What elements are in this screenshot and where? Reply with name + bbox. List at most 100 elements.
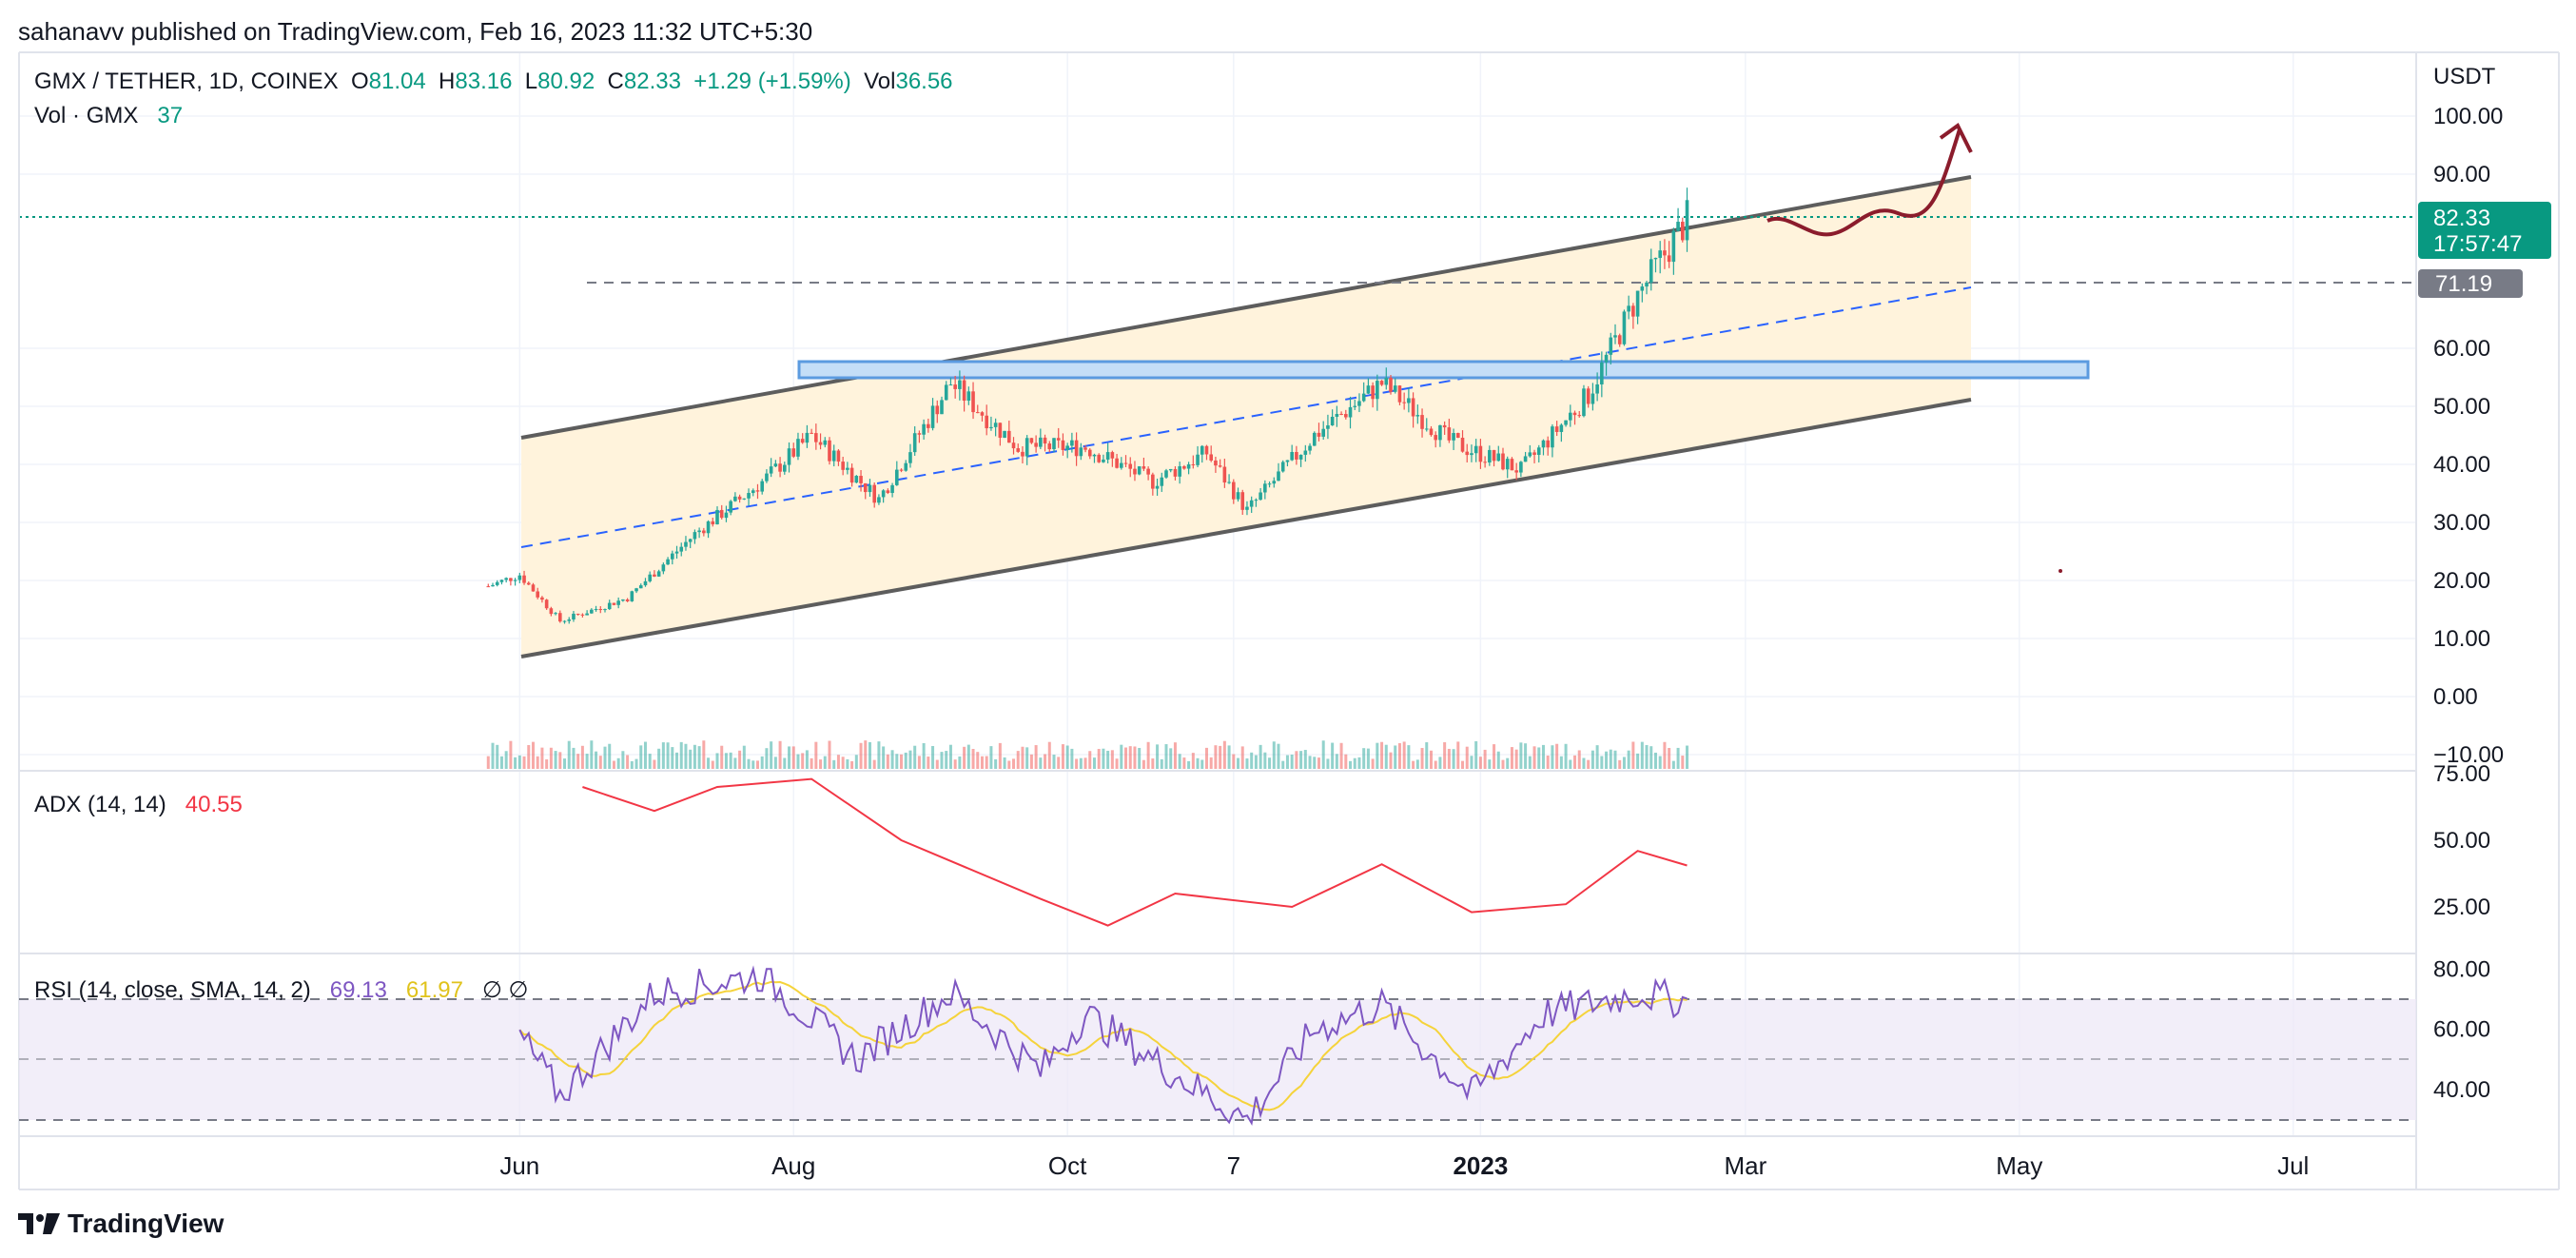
candle-body[interactable] <box>854 476 859 483</box>
candle-body[interactable] <box>1564 420 1568 425</box>
candle-body[interactable] <box>747 493 751 499</box>
candle-body[interactable] <box>935 405 940 415</box>
candle-body[interactable] <box>653 574 656 577</box>
candle-body[interactable] <box>1376 381 1379 400</box>
candle-body[interactable] <box>585 613 589 616</box>
candle-body[interactable] <box>1254 500 1259 501</box>
candle-body[interactable] <box>1160 477 1164 486</box>
candle-body[interactable] <box>1681 222 1685 241</box>
candle-body[interactable] <box>1465 451 1470 456</box>
candle-body[interactable] <box>674 551 679 554</box>
candle-body[interactable] <box>755 490 760 492</box>
candle-body[interactable] <box>1671 230 1676 263</box>
candle-body[interactable] <box>702 530 706 534</box>
candle-body[interactable] <box>1312 432 1317 446</box>
candle-body[interactable] <box>1029 438 1034 443</box>
candle-body[interactable] <box>491 584 495 587</box>
candle-body[interactable] <box>1478 445 1483 462</box>
candle-body[interactable] <box>783 464 787 472</box>
support-zone[interactable] <box>797 360 2090 380</box>
candle-body[interactable] <box>1649 259 1653 283</box>
candle-body[interactable] <box>927 423 930 428</box>
candle-body[interactable] <box>1384 377 1389 385</box>
candle-body[interactable] <box>1505 459 1510 470</box>
candle-body[interactable] <box>625 599 630 601</box>
candle-body[interactable] <box>598 609 603 611</box>
candle-body[interactable] <box>814 433 818 442</box>
candle-body[interactable] <box>1429 428 1434 436</box>
candle-body[interactable] <box>958 380 962 389</box>
candle-body[interactable] <box>1653 257 1658 260</box>
candle-body[interactable] <box>1519 462 1523 473</box>
candle-body[interactable] <box>486 586 491 588</box>
candle-body[interactable] <box>1434 435 1437 441</box>
adx-label[interactable]: ADX (14, 14) <box>34 792 166 817</box>
candle-body[interactable] <box>1609 337 1613 355</box>
candle-body[interactable] <box>1344 414 1348 418</box>
candle-body[interactable] <box>693 532 697 540</box>
candle-body[interactable] <box>1007 430 1011 443</box>
adx-line[interactable] <box>582 777 1688 927</box>
candle-body[interactable] <box>868 484 872 493</box>
candle-body[interactable] <box>944 384 948 401</box>
candle-body[interactable] <box>567 619 572 621</box>
candle-body[interactable] <box>751 490 755 494</box>
candle-body[interactable] <box>536 591 539 598</box>
candle-body[interactable] <box>1586 388 1590 404</box>
candle-body[interactable] <box>1335 413 1339 417</box>
candle-body[interactable] <box>1056 438 1061 441</box>
candle-body[interactable] <box>509 578 513 581</box>
candle-body[interactable] <box>1317 432 1321 437</box>
candle-body[interactable] <box>1034 442 1038 447</box>
candle-body[interactable] <box>1631 305 1635 317</box>
candle-body[interactable] <box>810 432 813 434</box>
candle-body[interactable] <box>638 585 643 589</box>
candle-body[interactable] <box>904 462 908 471</box>
candle-body[interactable] <box>1397 385 1402 403</box>
candle-body[interactable] <box>1295 451 1298 460</box>
candle-body[interactable] <box>1559 424 1564 432</box>
candle-body[interactable] <box>1473 445 1478 454</box>
candle-body[interactable] <box>1546 440 1550 448</box>
candle-body[interactable] <box>787 448 791 465</box>
candle-body[interactable] <box>1569 412 1572 421</box>
candle-body[interactable] <box>760 481 764 492</box>
candle-body[interactable] <box>1308 445 1312 451</box>
candle-body[interactable] <box>846 467 849 470</box>
candle-body[interactable] <box>1232 482 1236 500</box>
candle-body[interactable] <box>1532 452 1536 455</box>
candle-body[interactable] <box>1438 424 1442 441</box>
volume-indicator-label[interactable]: Vol · GMX <box>34 103 139 128</box>
candle-body[interactable] <box>1146 468 1150 475</box>
candle-body[interactable] <box>1407 398 1411 403</box>
candle-body[interactable] <box>993 423 998 427</box>
candle-body[interactable] <box>1393 385 1397 392</box>
channel-mid-line[interactable] <box>520 286 1972 548</box>
candle-body[interactable] <box>769 466 773 474</box>
candle-body[interactable] <box>1622 311 1627 344</box>
candle-body[interactable] <box>1039 437 1043 447</box>
candle-body[interactable] <box>1191 463 1196 465</box>
candle-body[interactable] <box>881 490 886 498</box>
candle-body[interactable] <box>679 546 684 552</box>
candle-body[interactable] <box>1371 385 1375 400</box>
candle-body[interactable] <box>656 571 661 577</box>
candle-body[interactable] <box>1339 413 1343 415</box>
candle-body[interactable] <box>971 391 975 413</box>
candle-body[interactable] <box>1272 481 1277 484</box>
candle-body[interactable] <box>1496 453 1501 462</box>
symbol-name[interactable]: GMX / TETHER, 1D, COINEX <box>34 69 339 94</box>
candle-body[interactable] <box>1218 465 1222 467</box>
candle-body[interactable] <box>719 509 724 519</box>
candle-body[interactable] <box>1501 453 1505 470</box>
candle-body[interactable] <box>495 581 499 585</box>
candle-body[interactable] <box>1492 449 1496 462</box>
candle-body[interactable] <box>1321 428 1325 437</box>
candle-body[interactable] <box>612 602 616 605</box>
candle-body[interactable] <box>1214 460 1218 466</box>
candle-body[interactable] <box>1200 445 1204 455</box>
candle-body[interactable] <box>805 432 810 443</box>
candle-body[interactable] <box>930 405 935 428</box>
candle-body[interactable] <box>989 426 993 429</box>
